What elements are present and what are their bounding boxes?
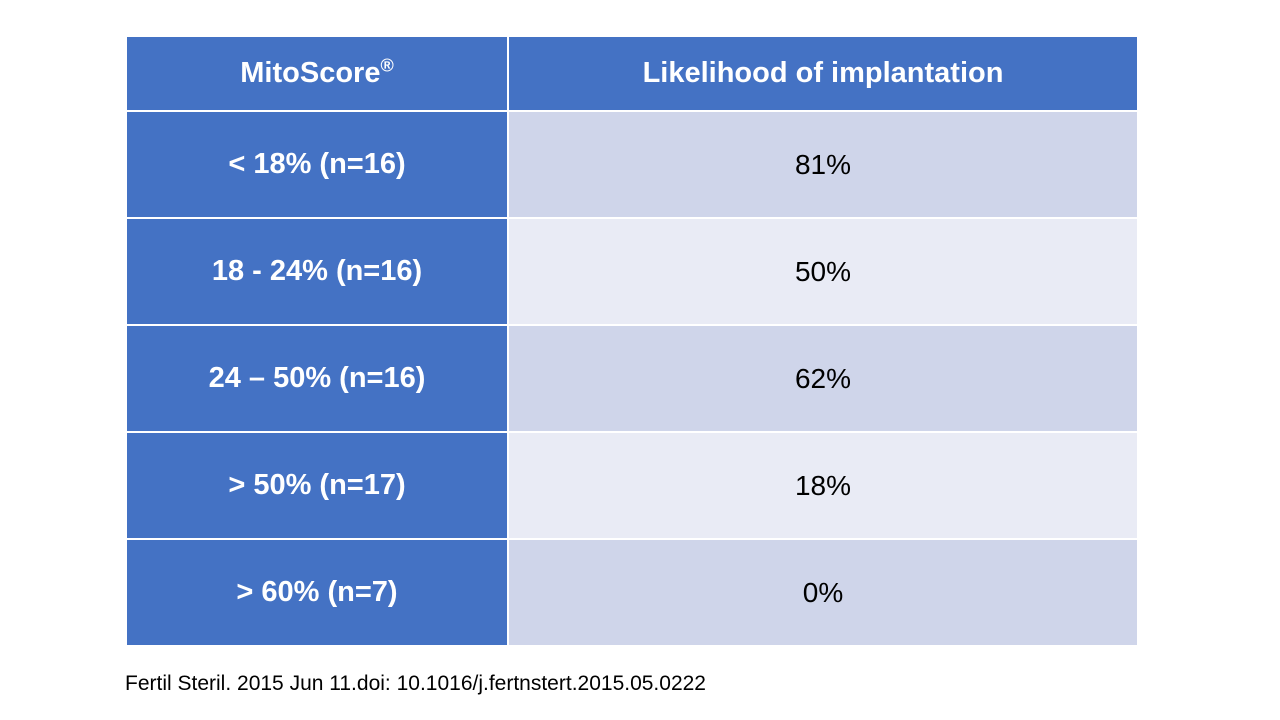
likelihood-value-cell: 62% [507, 324, 1139, 433]
likelihood-header-label: Likelihood of implantation [642, 57, 1004, 89]
column-header-likelihood: Likelihood of implantation [507, 35, 1139, 112]
mitoscore-range-cell: 18 - 24% (n=16) [125, 217, 509, 326]
mitoscore-range-cell: > 60% (n=7) [125, 538, 509, 647]
mitoscore-table: MitoScore® Likelihood of implantation < … [125, 35, 1139, 647]
registered-trademark-mark: ® [380, 55, 394, 76]
table-row: > 50% (n=17) 18% [125, 431, 1139, 540]
likelihood-value-cell: 0% [507, 538, 1139, 647]
likelihood-value-cell: 81% [507, 110, 1139, 219]
mitoscore-header-label: MitoScore [240, 57, 381, 89]
table-header-row: MitoScore® Likelihood of implantation [125, 35, 1139, 112]
mitoscore-range-cell: 24 – 50% (n=16) [125, 324, 509, 433]
mitoscore-range-cell: > 50% (n=17) [125, 431, 509, 540]
mitoscore-range-cell: < 18% (n=16) [125, 110, 509, 219]
likelihood-value-cell: 18% [507, 431, 1139, 540]
column-header-mitoscore: MitoScore® [125, 35, 509, 112]
table-row: < 18% (n=16) 81% [125, 110, 1139, 219]
table-row: > 60% (n=7) 0% [125, 538, 1139, 647]
table-row: 18 - 24% (n=16) 50% [125, 217, 1139, 326]
table-row: 24 – 50% (n=16) 62% [125, 324, 1139, 433]
citation: Fertil Steril. 2015 Jun 11.doi: 10.1016/… [125, 672, 706, 695]
likelihood-value-cell: 50% [507, 217, 1139, 326]
